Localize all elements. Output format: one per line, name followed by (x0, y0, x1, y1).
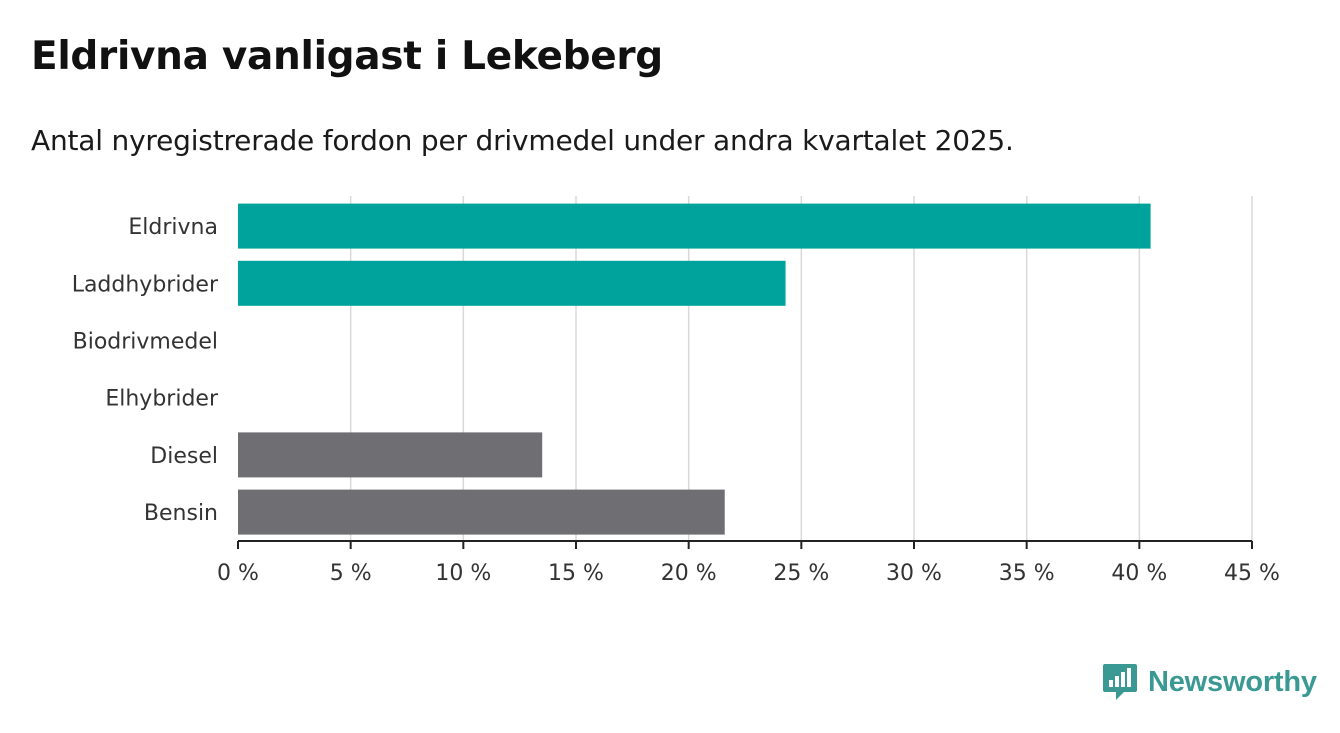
category-label: Biodrivmedel (73, 330, 218, 355)
x-tick-label: 45 % (1224, 561, 1280, 586)
x-tick-label: 25 % (773, 561, 829, 586)
category-label: Laddhybrider (72, 272, 219, 297)
x-tick-label: 20 % (661, 561, 717, 586)
category-label: Diesel (150, 444, 218, 469)
category-label: Eldrivna (128, 215, 218, 240)
bar-diesel (238, 432, 543, 478)
brand-name: Newsworthy (1148, 665, 1317, 698)
gridlines (349, 196, 1253, 541)
category-label: Bensin (144, 501, 218, 526)
x-axis: 0 % 5 % 10 % 15 % 20 % 25 % 30 % 35 % 40 % 45 % (217, 540, 1280, 586)
chart-title: Eldrivna vanligast i Lekeberg (31, 34, 663, 79)
category-labels: Eldrivna Laddhybrider Biodrivmedel Elhybrid… (72, 215, 219, 526)
x-tick-label: 15 % (548, 561, 604, 586)
bars (238, 203, 1151, 535)
newsworthy-logo-icon (1103, 664, 1137, 700)
bar-eldrivna (238, 203, 1151, 249)
x-tick-label: 5 % (330, 561, 372, 586)
x-tick-label: 35 % (999, 561, 1055, 586)
bar-bensin (238, 489, 725, 535)
chart-subtitle: Antal nyregistrerade fordon per drivmede… (31, 124, 1014, 157)
x-tick-label: 0 % (217, 561, 259, 586)
x-tick-label: 40 % (1111, 561, 1167, 586)
x-tick-label: 30 % (886, 561, 942, 586)
bar-laddhybrider (238, 260, 786, 306)
newsworthy-logo: Newsworthy (1102, 662, 1317, 702)
x-tick-label: 10 % (435, 561, 491, 586)
category-label: Elhybrider (105, 387, 219, 412)
